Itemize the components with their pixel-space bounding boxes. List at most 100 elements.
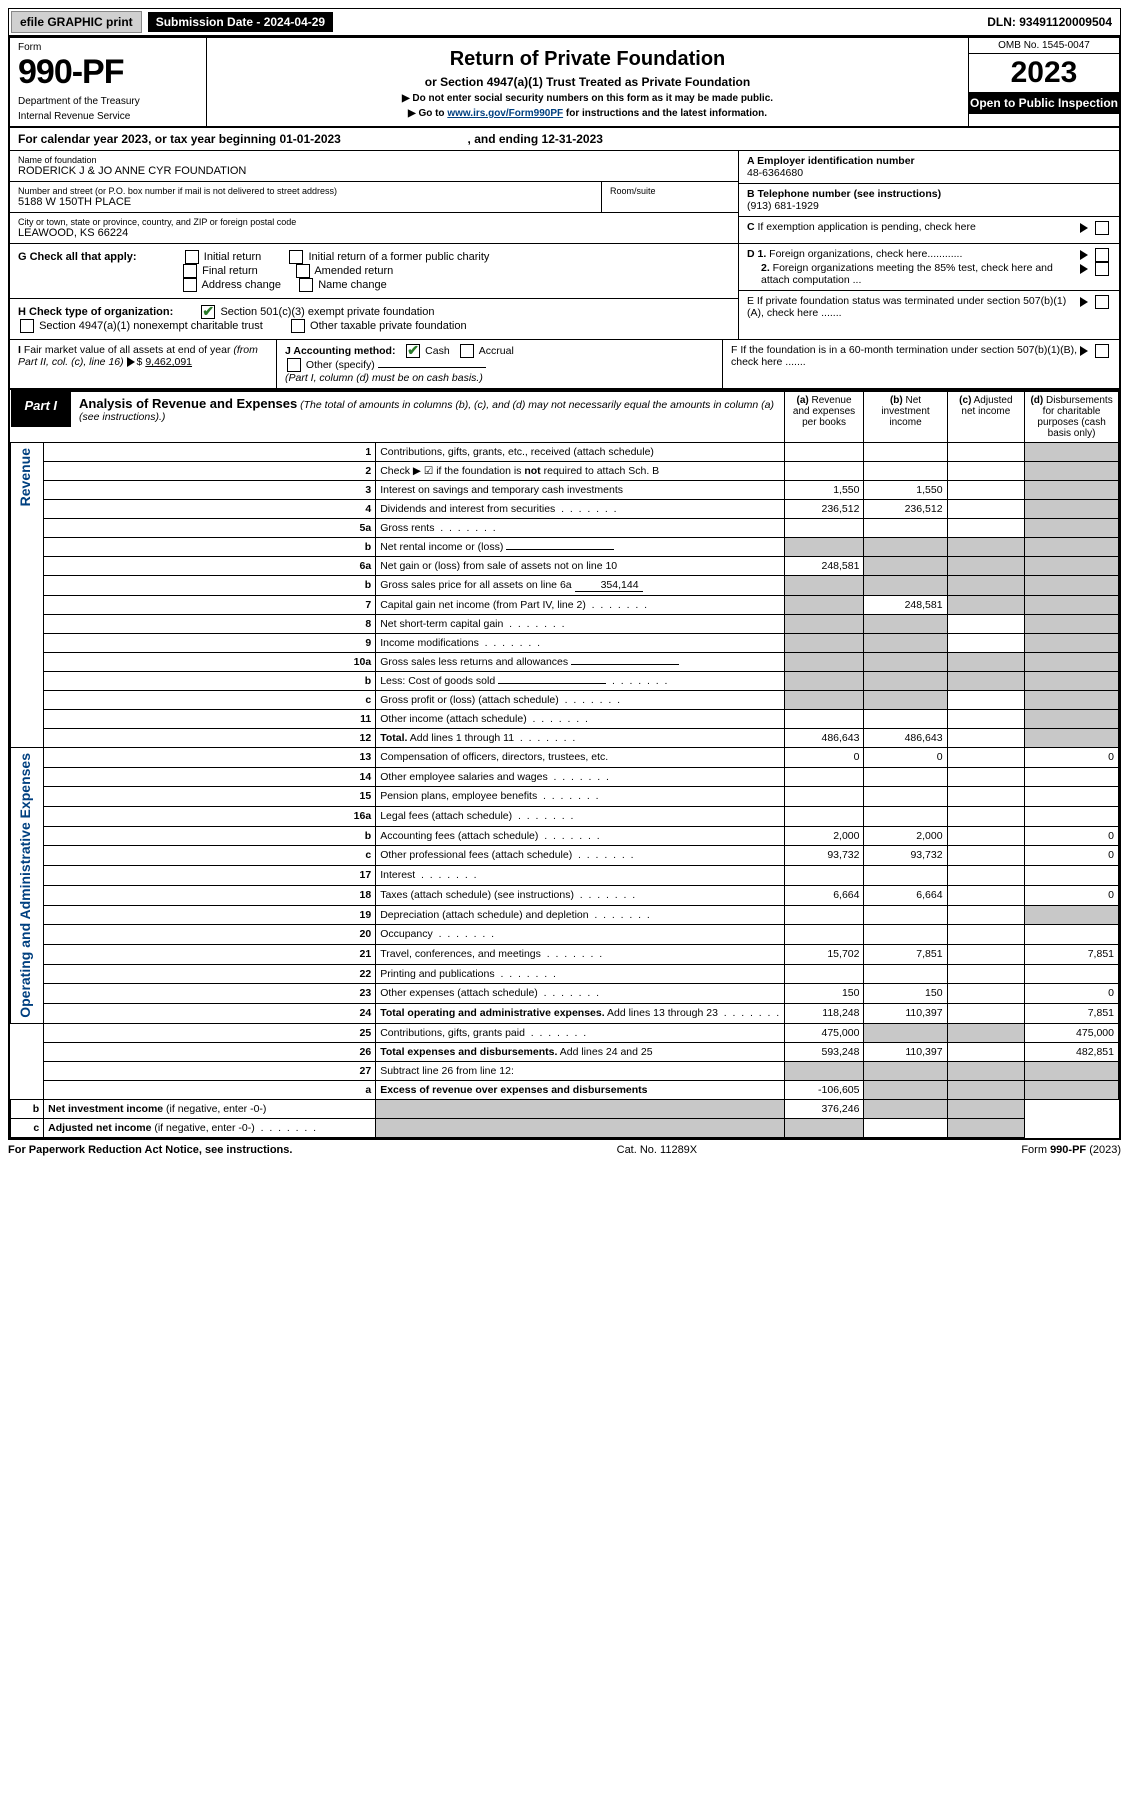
table-row: 22Printing and publications . . . . . . … xyxy=(11,964,1119,984)
cell-b xyxy=(864,767,947,787)
revenue-section-label: Revenue xyxy=(15,446,35,508)
checkbox-other-taxable[interactable] xyxy=(291,319,305,333)
table-row: 8Net short-term capital gain . . . . . .… xyxy=(11,615,1119,634)
checkbox-initial-former[interactable] xyxy=(289,250,303,264)
table-row: bGross sales price for all assets on lin… xyxy=(11,576,1119,596)
form990pf-link[interactable]: www.irs.gov/Form990PF xyxy=(447,108,563,119)
checkbox-cash[interactable] xyxy=(406,344,420,358)
checkbox-D1[interactable] xyxy=(1095,248,1109,262)
cell-a xyxy=(784,672,864,691)
table-row: 12Total. Add lines 1 through 11 . . . . … xyxy=(11,729,1119,748)
row-number: 16a xyxy=(44,807,376,827)
tax-year: 2023 xyxy=(969,54,1119,92)
cell-a xyxy=(784,538,864,557)
cell-d: 475,000 xyxy=(1025,1023,1119,1042)
checkbox-D2[interactable] xyxy=(1095,262,1109,276)
table-row: aExcess of revenue over expenses and dis… xyxy=(11,1080,1119,1099)
public-inspection: Open to Public Inspection xyxy=(969,92,1119,114)
table-row: 7Capital gain net income (from Part IV, … xyxy=(11,596,1119,615)
cell-a xyxy=(784,767,864,787)
table-row: bNet rental income or (loss) xyxy=(11,538,1119,557)
dln-label: DLN: 93491120009504 xyxy=(979,12,1120,32)
checkbox-C[interactable] xyxy=(1095,221,1109,235)
efile-print-button[interactable]: efile GRAPHIC print xyxy=(11,11,142,33)
row-number: 1 xyxy=(44,443,376,462)
checkbox-F[interactable] xyxy=(1095,344,1109,358)
omb-number: OMB No. 1545-0047 xyxy=(969,38,1119,54)
table-row: 10aGross sales less returns and allowanc… xyxy=(11,653,1119,672)
checkbox-501c3[interactable] xyxy=(201,305,215,319)
form-subtitle: or Section 4947(a)(1) Trust Treated as P… xyxy=(217,75,958,89)
row-description: Check ▶ ☑ if the foundation is not requi… xyxy=(376,462,784,481)
row-number: 8 xyxy=(44,615,376,634)
checkbox-4947a1[interactable] xyxy=(20,319,34,333)
checkbox-final-return[interactable] xyxy=(183,264,197,278)
table-row: 21Travel, conferences, and meetings . . … xyxy=(11,944,1119,964)
cell-a xyxy=(784,1061,864,1080)
cell-d: 0 xyxy=(1025,846,1119,866)
cell-c xyxy=(947,807,1025,827)
row-number: b xyxy=(44,826,376,846)
checkbox-other-method[interactable] xyxy=(287,358,301,372)
section-J: J Accounting method: Cash Accrual Other … xyxy=(277,340,722,388)
row-number: 25 xyxy=(44,1023,376,1042)
cell-c xyxy=(947,1061,1025,1080)
row-description: Gross profit or (loss) (attach schedule)… xyxy=(376,691,784,710)
row-description: Other income (attach schedule) . . . . .… xyxy=(376,710,784,729)
checkbox-initial-return[interactable] xyxy=(185,250,199,264)
cell-c xyxy=(947,1080,1025,1099)
cell-a: 118,248 xyxy=(784,1003,864,1023)
row-description: Printing and publications . . . . . . . xyxy=(376,964,784,984)
row-description: Contributions, gifts, grants, etc., rece… xyxy=(376,443,784,462)
street-cell: Number and street (or P.O. box number if… xyxy=(10,182,601,212)
table-row: bLess: Cost of goods sold . . . . . . . xyxy=(11,672,1119,691)
table-row: cAdjusted net income (if negative, enter… xyxy=(11,1118,1119,1137)
row-description: Net rental income or (loss) xyxy=(376,538,784,557)
cell-b: 248,581 xyxy=(864,596,947,615)
checkbox-accrual[interactable] xyxy=(460,344,474,358)
row-description: Pension plans, employee benefits . . . .… xyxy=(376,787,784,807)
section-H: H Check type of organization: Section 50… xyxy=(10,299,738,339)
table-row: 26Total expenses and disbursements. Add … xyxy=(11,1042,1119,1061)
cell-d xyxy=(1025,1080,1119,1099)
footer-center: Cat. No. 11289X xyxy=(617,1144,698,1156)
cell-c xyxy=(947,767,1025,787)
cell-b: 93,732 xyxy=(864,846,947,866)
form-label: Form xyxy=(18,42,198,53)
table-row: cGross profit or (loss) (attach schedule… xyxy=(11,691,1119,710)
cell-a xyxy=(784,807,864,827)
cell-b xyxy=(864,925,947,945)
checkbox-E[interactable] xyxy=(1095,295,1109,309)
footer-left: For Paperwork Reduction Act Notice, see … xyxy=(8,1144,292,1156)
row-number: 13 xyxy=(44,748,376,768)
table-row: 5aGross rents . . . . . . . xyxy=(11,519,1119,538)
row-description: Depreciation (attach schedule) and deple… xyxy=(376,905,784,925)
cell-d xyxy=(1025,500,1119,519)
table-row: 27Subtract line 26 from line 12: xyxy=(11,1061,1119,1080)
cell-b xyxy=(864,615,947,634)
cell-b xyxy=(864,1080,947,1099)
cell-a xyxy=(784,634,864,653)
row-number: 15 xyxy=(44,787,376,807)
cell-c xyxy=(947,748,1025,768)
entity-info-left: Name of foundation RODERICK J & JO ANNE … xyxy=(10,151,739,243)
expenses-section-label: Operating and Administrative Expenses xyxy=(15,751,35,1020)
cell-b xyxy=(864,538,947,557)
cell-c xyxy=(947,984,1025,1004)
cell-d xyxy=(1025,787,1119,807)
cell-b xyxy=(864,634,947,653)
cell-d xyxy=(947,1118,1025,1137)
cell-a xyxy=(376,1118,784,1137)
cell-d: 0 xyxy=(1025,826,1119,846)
table-row: 11Other income (attach schedule) . . . .… xyxy=(11,710,1119,729)
arrow-icon xyxy=(1080,297,1088,307)
cell-d xyxy=(1025,691,1119,710)
checkbox-name-change[interactable] xyxy=(299,278,313,292)
checkbox-address-change[interactable] xyxy=(183,278,197,292)
cell-b: 376,246 xyxy=(784,1099,864,1118)
row-description: Total operating and administrative expen… xyxy=(376,1003,784,1023)
cell-b: 236,512 xyxy=(864,500,947,519)
cell-c xyxy=(947,846,1025,866)
cell-c xyxy=(947,925,1025,945)
checkbox-amended-return[interactable] xyxy=(296,264,310,278)
